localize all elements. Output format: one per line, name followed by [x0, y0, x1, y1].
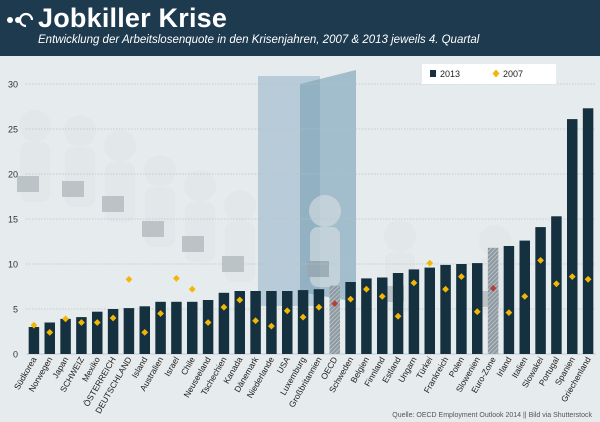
bar-2013: [187, 301, 198, 354]
person-figure: [142, 155, 176, 247]
marker-2007: [283, 307, 291, 315]
bar-2013: [361, 278, 372, 354]
y-tick-label: 30: [8, 80, 18, 90]
bar-2013: [107, 309, 119, 354]
x-tick-label: Israel: [162, 355, 181, 378]
bar-2013: [313, 289, 325, 354]
person-figure: [62, 115, 96, 207]
person-figure: [17, 110, 51, 202]
source-note: Quelle: OECD Employment Outlook 2014 || …: [392, 412, 592, 419]
person-figure: [102, 130, 136, 222]
legend-box: [422, 64, 556, 84]
bar-2013: [503, 246, 515, 354]
bar-2013: [487, 247, 499, 354]
bar-2013: [44, 322, 55, 354]
bar-2013: [28, 327, 40, 354]
marker-2007: [410, 279, 418, 287]
marker-2007: [46, 329, 54, 336]
background-illustration: [17, 70, 511, 317]
x-axis-labels: SüdkoreaNorwegenJapanSCHWEIZMexikoÖSTERR…: [12, 354, 593, 415]
marker-2007: [204, 319, 212, 326]
marker-2007: [315, 303, 323, 311]
marker-2007: [473, 308, 481, 316]
bar-2013: [440, 264, 451, 354]
marker-2007: [537, 257, 544, 264]
marker-2007: [363, 285, 370, 293]
bar-2013: [155, 301, 166, 354]
marker-2007: [442, 285, 449, 293]
y-tick-label: 25: [8, 125, 18, 135]
marker-2007: [268, 322, 275, 330]
legend-label-2007: 2007: [503, 69, 523, 79]
bar-2013: [92, 311, 103, 354]
bar-2013: [218, 292, 230, 354]
bar-chart: 0 5 10 15 20 25 30 SüdkoreaNorwegenJapanSCHWEI…: [8, 64, 596, 415]
legend-swatch-2013: [430, 70, 436, 77]
marker-2007: [125, 275, 133, 283]
chart-area: 0 5 10 15 20 25 30 Südkorea Norwegen Japan SCHWEI…: [0, 56, 600, 422]
y-tick-label: 15: [8, 215, 18, 225]
marker-2007: [299, 313, 307, 321]
bar-2013: [202, 300, 214, 354]
marker-2007: [458, 273, 465, 280]
bar-2013: [345, 282, 356, 354]
marker-2007: [568, 273, 576, 280]
bar-2013: [76, 317, 87, 354]
bar-2013: [567, 119, 578, 354]
marker-2007: [30, 321, 38, 329]
marker-2007: [553, 280, 560, 288]
y-tick-label: 10: [8, 260, 18, 270]
logo-icon: [7, 12, 34, 28]
marker-2007: [347, 295, 354, 303]
marker-2007: [489, 284, 497, 292]
bar-2013: [456, 264, 467, 354]
person-figure: [307, 195, 341, 287]
y-axis-labels: 0 5 10 15 20 25 30: [8, 80, 18, 360]
person-figure: [222, 190, 256, 282]
marker-2007: [426, 259, 434, 267]
bar-2013: [424, 267, 435, 354]
marker-2007: [252, 317, 259, 325]
bar-2013: [297, 290, 309, 354]
header-bar: Jobkiller Krise Entwicklung der Arbeitsl…: [0, 0, 600, 56]
marker-2007: [109, 314, 117, 322]
bar-2013: [377, 277, 388, 354]
bar-2013: [582, 108, 594, 354]
bar-2013: [60, 318, 71, 354]
marker-2007: [78, 319, 85, 326]
y-tick-label: 0: [13, 350, 18, 360]
marker-2007: [188, 285, 196, 293]
marker-2007: [378, 293, 386, 300]
page-title: Jobkiller Krise: [38, 3, 228, 33]
page-subtitle: Entwicklung der Arbeitslosenquote in den…: [38, 34, 480, 46]
marker-2007: [173, 275, 180, 282]
bar-2013: [171, 301, 182, 354]
y-tick-label: 20: [8, 170, 18, 180]
bar-2013: [234, 291, 245, 354]
marker-2007: [505, 309, 513, 316]
bar-2013: [123, 308, 135, 354]
legend-label-2013: 2013: [440, 69, 460, 79]
bar-2013: [266, 291, 277, 354]
bar-2013: [329, 285, 340, 354]
marker-2007: [521, 293, 529, 300]
marker-2007: [394, 312, 402, 320]
marker-2007: [93, 319, 101, 326]
marker-2007: [584, 275, 592, 283]
marker-2007: [220, 303, 228, 311]
bar-2013: [282, 291, 293, 354]
y-tick-label: 5: [13, 305, 18, 315]
legend-swatch-2007: [492, 69, 500, 78]
marker-2007: [331, 300, 339, 307]
marker-2007: [62, 315, 69, 323]
person-figure: [182, 170, 216, 262]
marker-2007: [141, 329, 149, 336]
bar-2013: [408, 269, 420, 354]
legend: 2013 2007: [422, 64, 556, 84]
bar-2013: [535, 227, 546, 354]
